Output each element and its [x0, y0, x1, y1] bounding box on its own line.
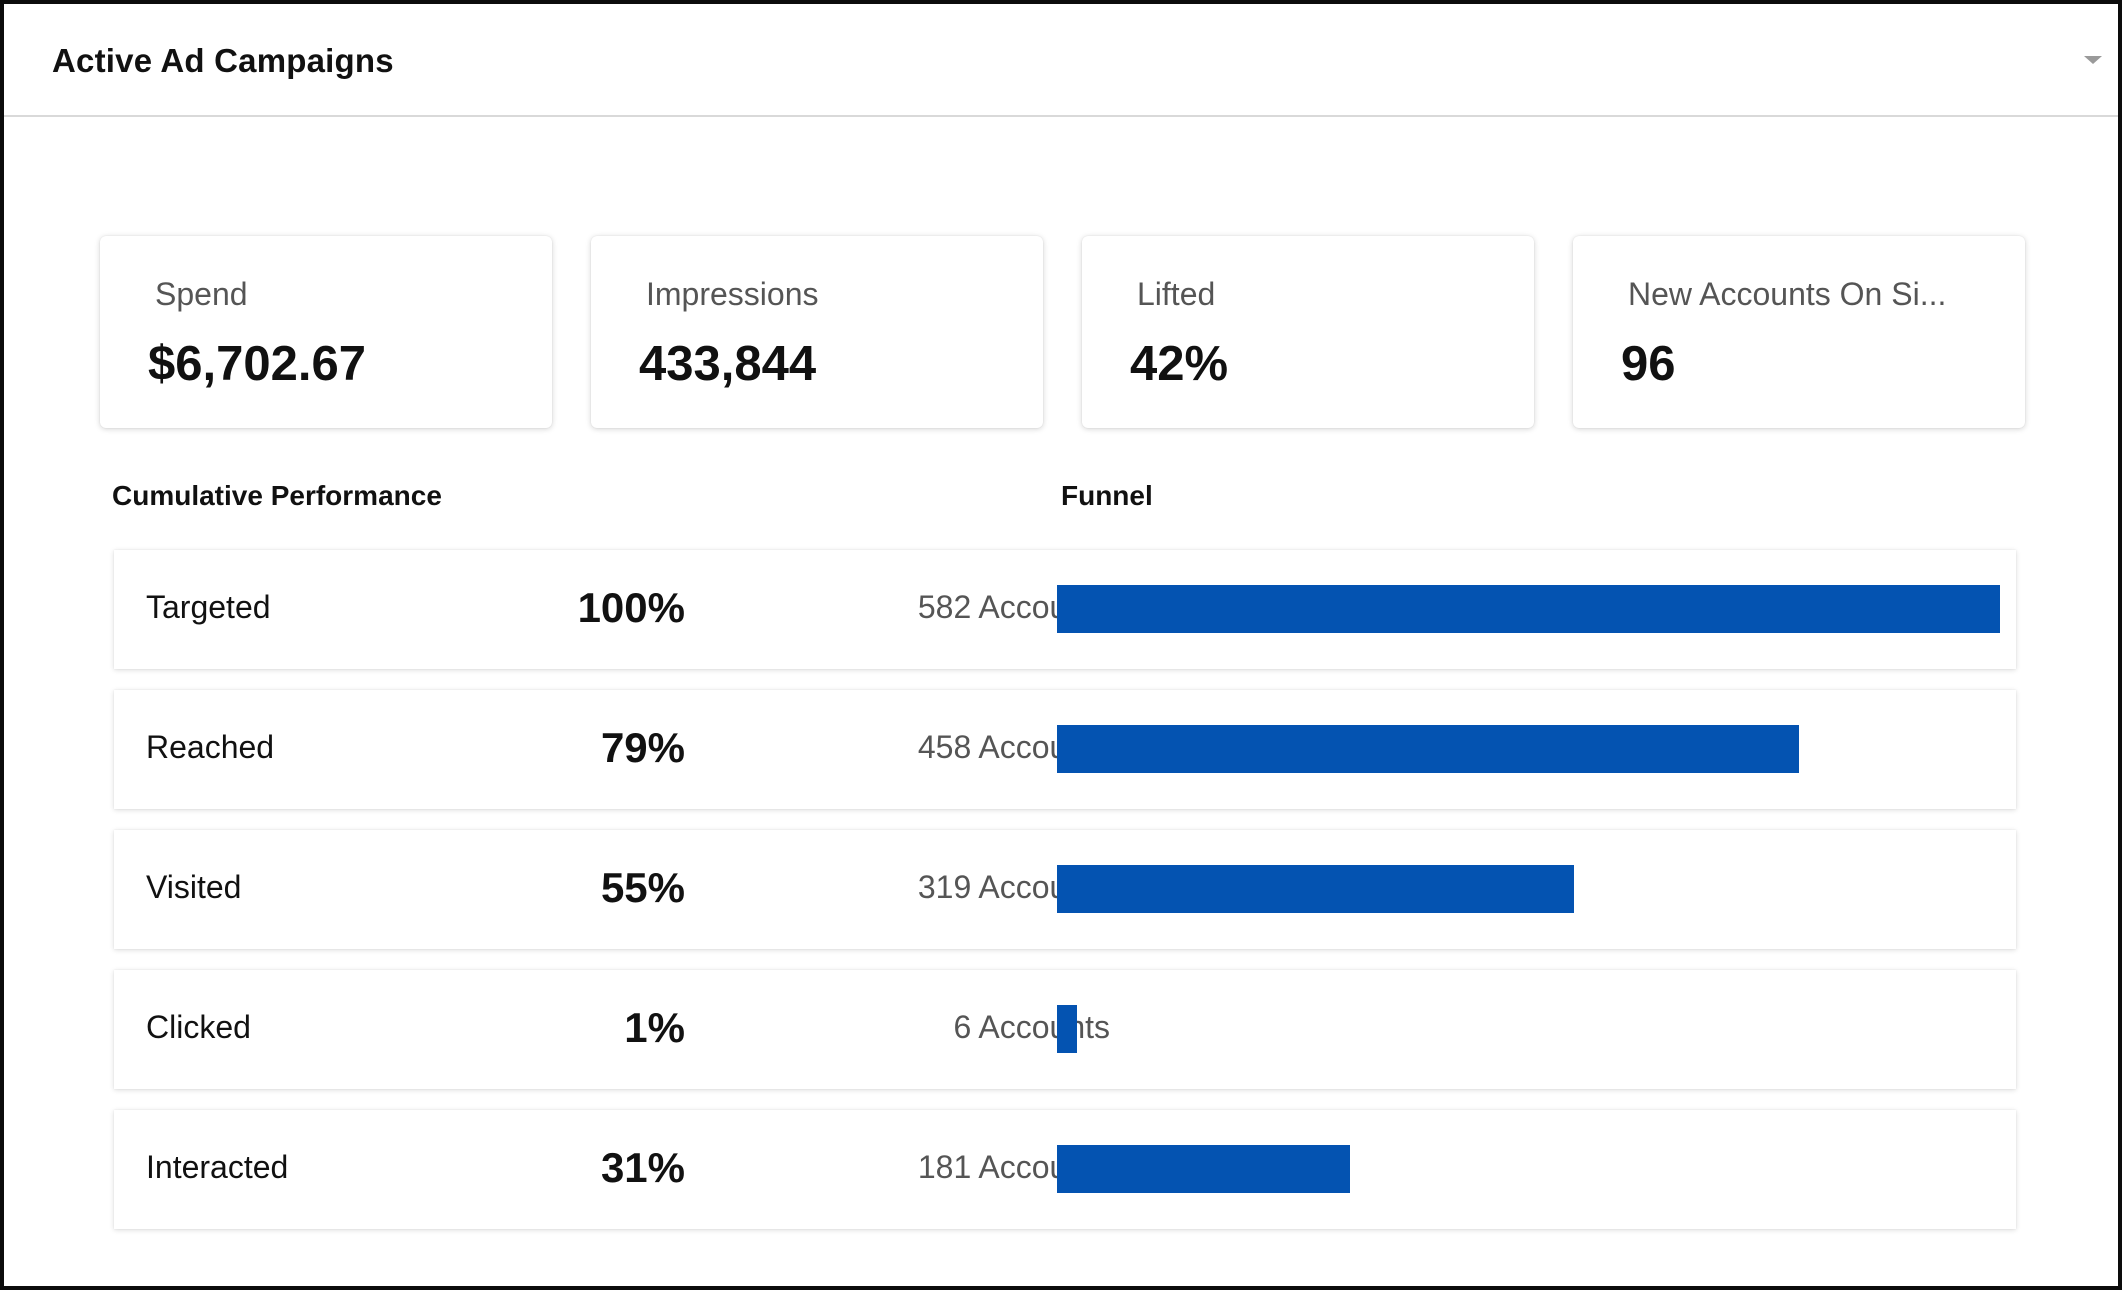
funnel-percent-label: 100%	[577, 584, 685, 631]
kpi-label: Spend	[155, 276, 248, 312]
caret-down-icon-svg	[2084, 56, 2102, 64]
kpi-value: $6,702.67	[148, 337, 366, 391]
funnel-row-targeted: Targeted 100% 582 Accounts	[114, 550, 2016, 669]
funnel-stage-label: Clicked	[146, 1009, 251, 1045]
kpi-value: 42%	[1130, 337, 1229, 391]
funnel-bar	[1057, 1005, 1077, 1053]
funnel-stage-label: Visited	[146, 869, 242, 905]
kpi-label: Impressions	[646, 276, 819, 312]
funnel-percent-label: 55%	[600, 864, 685, 911]
funnel-bar-track	[1057, 865, 2000, 913]
funnel-bar	[1057, 865, 1574, 913]
panel-header: Active Ad Campaigns	[4, 4, 2118, 117]
funnel-stage-label: Targeted	[146, 589, 271, 625]
funnel-bar	[1057, 585, 2000, 633]
funnel-bar-track	[1057, 725, 2000, 773]
cumulative-performance-title: Cumulative Performance	[112, 480, 442, 511]
funnel-row-interacted: Interacted 31% 181 Accounts	[114, 1110, 2016, 1229]
funnel-percent-label: 79%	[600, 724, 685, 771]
funnel-bar-track	[1057, 585, 2000, 633]
funnel-percent-label: 1%	[624, 1004, 685, 1051]
funnel-bar-track	[1057, 1005, 2000, 1053]
funnel-bar-track	[1057, 1145, 2000, 1193]
kpi-card-new-accounts: New Accounts On Si... 96	[1573, 236, 2025, 428]
funnel-row-reached: Reached 79% 458 Accounts	[114, 690, 2016, 809]
funnel-bar	[1057, 725, 1799, 773]
kpi-card-lifted: Lifted 42%	[1082, 236, 1534, 428]
kpi-label: New Accounts On Si...	[1628, 276, 1947, 312]
kpi-card-impressions: Impressions 433,844	[591, 236, 1043, 428]
funnel-stage-label: Interacted	[146, 1149, 289, 1185]
funnel-title: Funnel	[1061, 480, 1153, 511]
panel-title: Active Ad Campaigns	[52, 42, 394, 79]
funnel-row-clicked: Clicked 1% 6 Accounts	[114, 970, 2016, 1089]
kpi-label: Lifted	[1137, 276, 1216, 312]
funnel-accounts-label: 6 Accounts	[953, 1009, 1110, 1045]
kpi-value: 96	[1621, 337, 1676, 391]
funnel-bar	[1057, 1145, 1350, 1193]
kpi-value: 433,844	[639, 337, 817, 391]
funnel-stage-label: Reached	[146, 729, 275, 765]
kpi-card-spend: Spend $6,702.67	[100, 236, 552, 428]
funnel-row-visited: Visited 55% 319 Accounts	[114, 830, 2016, 949]
caret-down-icon[interactable]	[2078, 48, 2108, 72]
funnel-percent-label: 31%	[600, 1144, 685, 1191]
